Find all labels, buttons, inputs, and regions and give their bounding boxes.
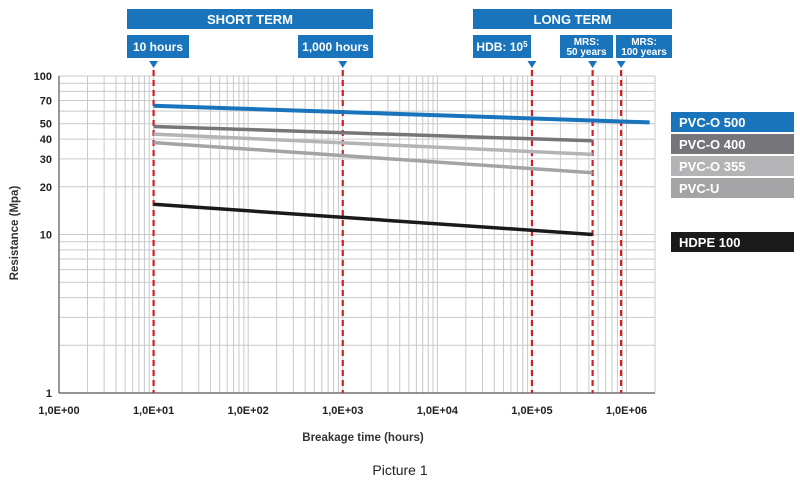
marker-arrow <box>149 61 159 68</box>
section-header-bar <box>473 9 672 29</box>
section-header-label: SHORT TERM <box>207 12 293 27</box>
legend-label: PVC-O 355 <box>679 159 745 174</box>
series-line-hdpe-100 <box>153 202 593 237</box>
legend-swatch <box>671 178 794 198</box>
marker-arrow <box>588 61 598 68</box>
x-tick-label: 1,0E+00 <box>38 405 79 417</box>
section-headers: SHORT TERM LONG TERM <box>127 9 672 29</box>
x-tick-label: 1,0E+04 <box>417 405 459 417</box>
y-tick-label: 100 <box>34 71 52 83</box>
section-header-label: LONG TERM <box>534 12 612 27</box>
legend-swatch <box>671 134 794 154</box>
x-tick-label: 1,0E+06 <box>606 405 647 417</box>
series-line-pvc-u <box>153 140 593 175</box>
marker-label: MRS: <box>631 37 657 48</box>
x-axis-title: Breakage time (hours) <box>302 432 424 444</box>
marker-label-box <box>473 35 531 58</box>
y-axis-title: Resistance (Mpa) <box>9 186 21 281</box>
marker-arrow <box>527 61 537 68</box>
legend-label: PVC-U <box>679 181 719 196</box>
y-tick-label: 70 <box>40 96 52 108</box>
figure-caption: Picture 1 <box>372 462 428 478</box>
x-tick-label: 1,0E+01 <box>133 405 174 417</box>
marker-label-box <box>616 35 672 58</box>
legend-swatch <box>671 156 794 176</box>
x-tick-label: 1,0E+02 <box>228 405 269 417</box>
legend-label: PVC-O 500 <box>679 115 745 130</box>
series-line-pvc-o-400 <box>153 124 593 143</box>
series-line-pvc-o-500 <box>153 103 650 125</box>
marker-label-line2: 50 years <box>566 47 606 58</box>
marker-label: MRS: <box>574 37 600 48</box>
marker-label-superscript: 5 <box>523 40 528 49</box>
marker-arrow <box>616 61 626 68</box>
y-tick-label: 20 <box>40 182 52 194</box>
grid <box>58 75 656 394</box>
marker-label-box <box>560 35 613 58</box>
data-series <box>153 103 650 237</box>
marker-label: 10 hours <box>133 40 183 54</box>
marker-label: HDB: 105 <box>476 40 528 55</box>
marker-label-box <box>127 35 189 58</box>
marker-arrow <box>338 61 348 68</box>
legend-swatch <box>671 232 794 252</box>
marker-label-line2: 100 years <box>621 47 667 58</box>
y-tick-label: 1 <box>46 388 52 400</box>
legend: PVC-O 500 PVC-O 400 PVC-O 355 PVC-U HDPE 100 <box>671 112 794 252</box>
y-tick-label: 40 <box>40 134 52 146</box>
y-tick-label: 10 <box>40 230 52 242</box>
legend-label: PVC-O 400 <box>679 137 745 152</box>
legend-swatch <box>671 112 794 132</box>
series-line-pvc-o-355 <box>153 132 593 157</box>
y-tick-label: 50 <box>40 119 52 131</box>
time-markers: 10 hours 1,000 hours HDB: 105 MRS:50 yearsM… <box>127 35 672 393</box>
x-tick-label: 1,0E+03 <box>322 405 363 417</box>
tick-labels: 1,0E+00 1,0E+01 1,0E+02 1,0E+03 1,0E+04 1,0E+… <box>34 71 648 417</box>
legend-label: HDPE 100 <box>679 235 740 250</box>
x-tick-label: 1,0E+05 <box>511 405 552 417</box>
section-header-bar <box>127 9 373 29</box>
y-tick-label: 30 <box>40 154 52 166</box>
marker-label: 1,000 hours <box>302 40 369 54</box>
marker-label-box <box>298 35 373 58</box>
